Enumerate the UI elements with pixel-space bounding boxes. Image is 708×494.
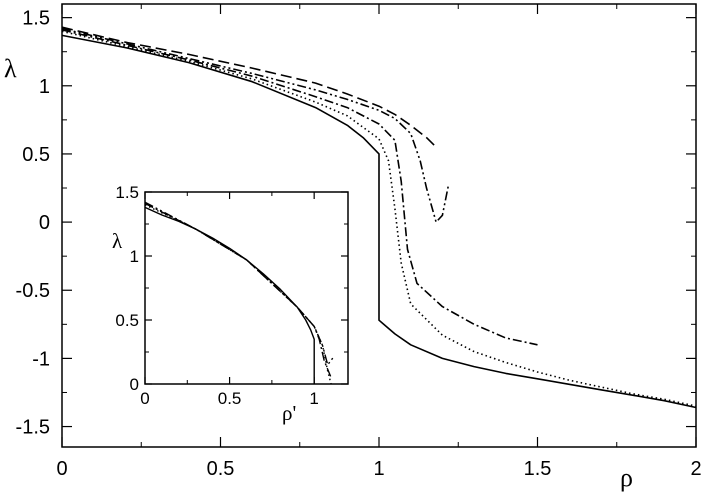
y-tick-label: 1.5 [115,183,139,202]
y-tick-label: 1 [130,247,139,266]
x-tick-label: 2 [690,458,701,480]
inset-chart: 0 0.5 1 00.511.5 ρ' λ [112,183,349,425]
x-tick-label: 1.5 [524,458,552,480]
x-tick-label: 0.5 [207,458,235,480]
series-line-solid [61,34,697,409]
inset-series-layer [144,201,336,385]
inset-y-ticks: 0 0.5 1 1.5 [115,183,348,394]
y-tick-label: -1.5 [16,417,50,439]
series-line-dash-dot-dot [144,201,336,366]
y-tick-label: 0.5 [115,311,139,330]
x-tick-label: 1 [373,458,384,480]
y-tick-label: -0.5 [16,280,50,302]
x-tick-label: 0 [56,458,67,480]
main-y-axis-label: λ [4,54,17,83]
series-line-dash-dot-dot [61,27,450,223]
inset-y-axis-label: λ [112,229,123,253]
y-tick-label: 0 [130,375,139,394]
series-line-dotted [61,30,697,407]
x-tick-label: 0 [140,389,149,408]
main-series-layer [61,26,697,409]
y-tick-label: -1 [32,348,50,370]
main-y-ticks: -1.5-1-0.500.511.5 [16,8,696,439]
y-tick-label: 0 [39,212,50,234]
main-x-ticks: 0 0.5 1 1.5 2 [56,4,702,480]
y-tick-label: 1.5 [22,8,50,30]
main-x-axis-label: ρ [620,463,633,492]
y-tick-label: 1 [39,76,50,98]
main-chart: 0 0.5 1 1.5 2 -1.5-1-0.500.511.5 ρ λ [4,3,702,492]
inset-x-ticks: 0 0.5 1 [140,192,319,408]
series-line-dash-dot [144,202,332,378]
series-line-dotted [144,204,332,385]
series-line-dashed [61,26,437,148]
x-tick-label: 1 [309,389,318,408]
inset-x-axis-label: ρ' [282,401,296,425]
x-tick-label: 0.5 [218,389,242,408]
y-tick-label: 0.5 [22,144,50,166]
